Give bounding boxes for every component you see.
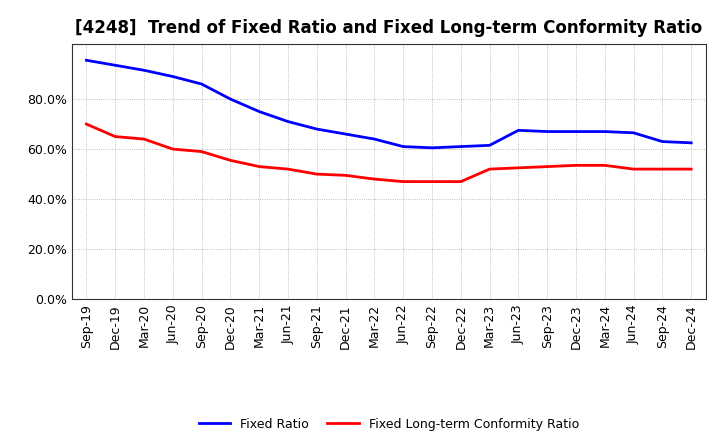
Fixed Long-term Conformity Ratio	[140, 136, 148, 142]
Fixed Long-term Conformity Ratio	[284, 166, 292, 172]
Fixed Ratio	[140, 68, 148, 73]
Fixed Ratio	[168, 74, 177, 79]
Fixed Long-term Conformity Ratio	[428, 179, 436, 184]
Fixed Ratio	[428, 145, 436, 150]
Fixed Ratio	[687, 140, 696, 146]
Line: Fixed Ratio: Fixed Ratio	[86, 60, 691, 148]
Fixed Long-term Conformity Ratio	[485, 166, 494, 172]
Fixed Ratio	[485, 143, 494, 148]
Fixed Long-term Conformity Ratio	[341, 173, 350, 178]
Fixed Ratio	[572, 129, 580, 134]
Fixed Ratio	[82, 58, 91, 63]
Line: Fixed Long-term Conformity Ratio: Fixed Long-term Conformity Ratio	[86, 124, 691, 182]
Fixed Long-term Conformity Ratio	[226, 158, 235, 163]
Fixed Long-term Conformity Ratio	[543, 164, 552, 169]
Fixed Ratio	[543, 129, 552, 134]
Legend: Fixed Ratio, Fixed Long-term Conformity Ratio: Fixed Ratio, Fixed Long-term Conformity …	[194, 413, 584, 436]
Fixed Long-term Conformity Ratio	[255, 164, 264, 169]
Fixed Ratio	[312, 126, 321, 132]
Fixed Long-term Conformity Ratio	[514, 165, 523, 170]
Fixed Long-term Conformity Ratio	[399, 179, 408, 184]
Fixed Ratio	[111, 62, 120, 68]
Fixed Long-term Conformity Ratio	[312, 172, 321, 177]
Fixed Ratio	[658, 139, 667, 144]
Fixed Ratio	[197, 81, 206, 87]
Fixed Long-term Conformity Ratio	[168, 147, 177, 152]
Fixed Long-term Conformity Ratio	[456, 179, 465, 184]
Fixed Ratio	[370, 136, 379, 142]
Fixed Long-term Conformity Ratio	[687, 166, 696, 172]
Fixed Long-term Conformity Ratio	[600, 163, 609, 168]
Fixed Long-term Conformity Ratio	[370, 176, 379, 182]
Fixed Ratio	[341, 132, 350, 137]
Fixed Ratio	[399, 144, 408, 149]
Fixed Long-term Conformity Ratio	[111, 134, 120, 139]
Fixed Ratio	[226, 96, 235, 102]
Fixed Long-term Conformity Ratio	[658, 166, 667, 172]
Fixed Long-term Conformity Ratio	[629, 166, 638, 172]
Fixed Ratio	[600, 129, 609, 134]
Fixed Long-term Conformity Ratio	[197, 149, 206, 154]
Title: [4248]  Trend of Fixed Ratio and Fixed Long-term Conformity Ratio: [4248] Trend of Fixed Ratio and Fixed Lo…	[75, 19, 703, 37]
Fixed Ratio	[255, 109, 264, 114]
Fixed Ratio	[629, 130, 638, 136]
Fixed Ratio	[284, 119, 292, 124]
Fixed Ratio	[514, 128, 523, 133]
Fixed Long-term Conformity Ratio	[572, 163, 580, 168]
Fixed Ratio	[456, 144, 465, 149]
Fixed Long-term Conformity Ratio	[82, 121, 91, 127]
